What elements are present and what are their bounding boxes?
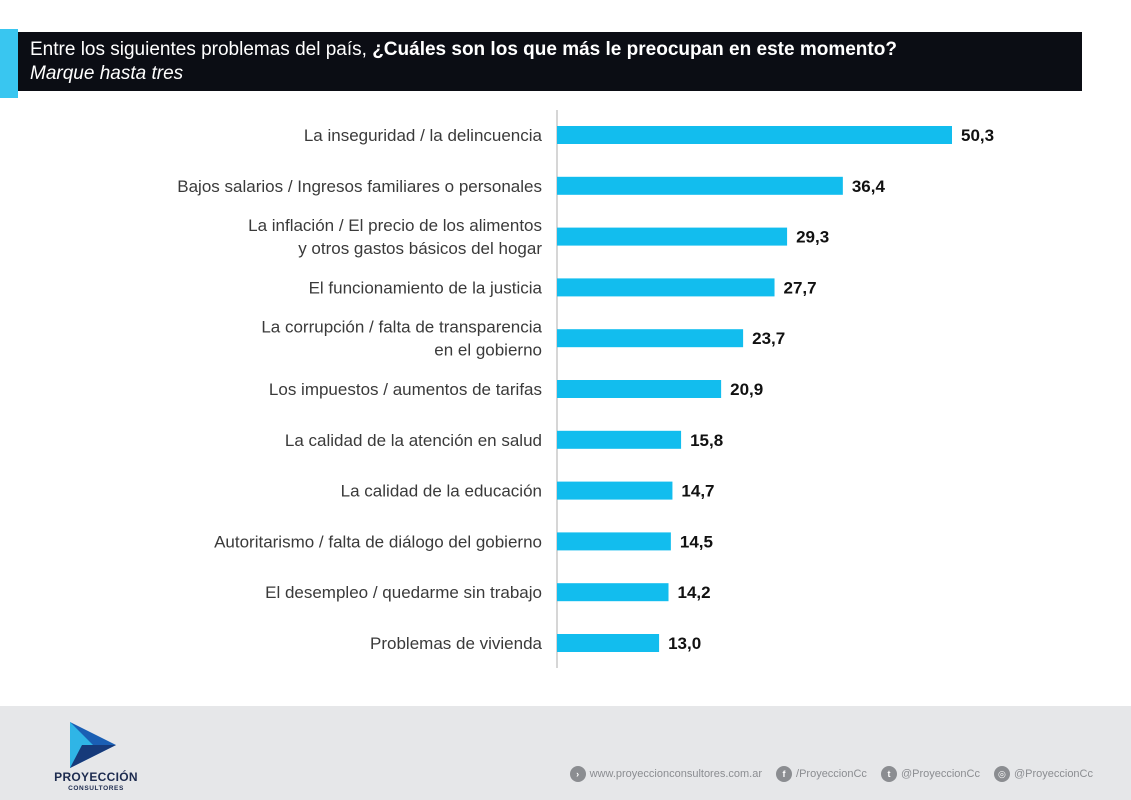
category-label-2: Bajos salarios / Ingresos familiares o p… — [177, 177, 542, 196]
chart-subtitle: Marque hasta tres — [30, 63, 184, 84]
facebook-icon: f — [776, 766, 793, 782]
value-label-4: 27,7 — [784, 278, 817, 297]
chart-title: Entre los siguientes problemas del país,… — [30, 38, 1082, 62]
social-links: › www.proyeccionconsultores.com.ar f /Pr… — [556, 766, 1093, 782]
category-label-9: Autoritarismo / falta de diálogo del gob… — [214, 532, 542, 551]
category-label-11: Problemas de vivienda — [370, 634, 543, 653]
bar-9 — [557, 532, 671, 551]
value-label-9: 14,5 — [680, 532, 713, 551]
value-label-7: 15,8 — [690, 431, 723, 450]
instagram-icon: ◎ — [993, 766, 1010, 782]
twitter-text: @ProyeccionCc — [900, 768, 980, 780]
title-question: ¿Cuáles son los que más le preocupan en … — [372, 39, 897, 60]
website-link[interactable]: › www.proyeccionconsultores.com.ar — [569, 766, 763, 782]
bar-2 — [557, 176, 843, 195]
bar-10 — [557, 583, 669, 602]
value-label-10: 14,2 — [678, 583, 711, 602]
value-label-5: 23,7 — [752, 329, 785, 348]
bar-4 — [557, 278, 775, 297]
category-label-5: La corrupción / falta de transparencia en… — [261, 318, 542, 360]
logo-subtitle: CONSULTORES — [68, 785, 124, 792]
logo-name: PROYECCIÓN — [54, 770, 138, 784]
website-text: www.proyeccionconsultores.com.ar — [589, 768, 763, 780]
bar-7 — [557, 430, 682, 449]
twitter-link[interactable]: t @ProyeccionCc — [880, 766, 980, 782]
value-label-6: 20,9 — [730, 380, 763, 399]
bar-11 — [557, 634, 660, 652]
facebook-link[interactable]: f /ProyeccionCc — [776, 766, 867, 782]
bar-6 — [557, 380, 722, 398]
instagram-link[interactable]: ◎ @ProyeccionCc — [993, 766, 1093, 782]
title-plain: Entre los siguientes problemas del país, — [30, 39, 373, 60]
category-label-1: La inseguridad / la delincuencia — [304, 126, 543, 145]
value-label-8: 14,7 — [681, 482, 714, 501]
chevron-right-icon: › — [569, 766, 586, 782]
category-label-7: La calidad de la atención en salud — [285, 431, 542, 450]
bar-8 — [557, 481, 673, 500]
logo-arrow-icon — [70, 722, 116, 768]
category-label-3: La inflación / El precio de los alimento… — [248, 216, 542, 258]
twitter-icon: t — [880, 766, 897, 782]
chart-title-bar: Entre los siguientes problemas del país,… — [18, 32, 1082, 91]
bar-3 — [557, 227, 788, 246]
value-label-1: 50,3 — [961, 126, 994, 145]
bar-chart: 50,3 La inseguridad / la delincuencia 36,4… — [177, 110, 994, 668]
value-label-11: 13,0 — [668, 634, 701, 653]
bar-5 — [557, 329, 744, 348]
category-label-8: La calidad de la educación — [341, 482, 542, 501]
value-label-2: 36,4 — [852, 177, 886, 196]
instagram-text: @ProyeccionCc — [1013, 768, 1093, 780]
facebook-text: /ProyeccionCc — [796, 768, 867, 780]
category-label-6: Los impuestos / aumentos de tarifas — [269, 380, 542, 399]
logo: PROYECCIÓN CONSULTORES — [46, 718, 146, 796]
footer: PROYECCIÓN CONSULTORES › www.proyeccionc… — [0, 706, 1131, 800]
bar-1 — [557, 126, 952, 144]
category-label-4: El funcionamiento de la justicia — [309, 278, 543, 297]
value-label-3: 29,3 — [796, 228, 829, 247]
category-label-10: El desempleo / quedarme sin trabajo — [265, 583, 542, 602]
title-accent-bar — [0, 29, 18, 98]
